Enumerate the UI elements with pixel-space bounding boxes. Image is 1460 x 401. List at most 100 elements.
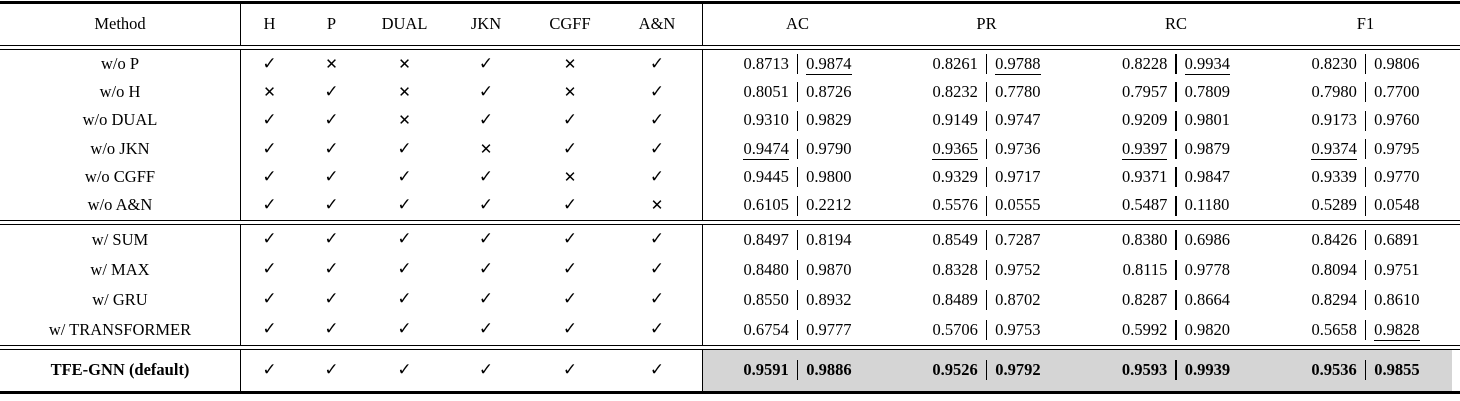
- flag-cell: ✕: [365, 107, 444, 135]
- metric-cell: 0.8287 0.8664: [1081, 285, 1271, 315]
- metric-number: 0.8702: [995, 289, 1041, 309]
- metric-cell: 0.9371 0.9847: [1081, 163, 1271, 191]
- metric-value: 0.5289: [1300, 197, 1356, 214]
- metric-value: 0.9397: [1110, 138, 1168, 160]
- metric-cell: 0.9593 0.9939: [1081, 349, 1271, 391]
- metric-number: 0.9736: [995, 138, 1041, 158]
- check-icon: ✓: [262, 359, 277, 380]
- metric-value: 0.8426: [1300, 231, 1356, 249]
- pair-divider: [1175, 82, 1177, 103]
- pair-divider: [985, 360, 988, 381]
- check-icon: ✓: [262, 110, 277, 131]
- flag-cell: ✕: [444, 135, 528, 163]
- flag-cell: ✓: [444, 285, 528, 315]
- pair-divider: [796, 229, 799, 250]
- metric-number: 0.9874: [806, 53, 852, 75]
- flag-cell: ✓: [528, 107, 612, 135]
- check-icon: ✓: [649, 229, 665, 250]
- metric-number: 0.9753: [995, 319, 1041, 339]
- metric-number: 0.8230: [1311, 53, 1357, 73]
- metric-cell: 0.5289 0.0548: [1271, 191, 1460, 219]
- metric-number: 0.8094: [1311, 259, 1357, 279]
- section-default-model: TFE-GNN (default) ✓ ✓ ✓ ✓ ✓ ✓ 0.9591 0.9886 0.952…: [0, 349, 1460, 391]
- col-header-ac: AC: [702, 4, 892, 45]
- metric-value: 0.9747: [995, 112, 1052, 129]
- metric-value: 0.9777: [806, 321, 863, 339]
- section-separator-rule-1: [0, 219, 1460, 225]
- pair-divider: [985, 259, 988, 280]
- metric-number: 0.8115: [1122, 259, 1168, 279]
- metric-value: 0.2212: [806, 197, 863, 214]
- metric-value: 0.8480: [732, 261, 788, 279]
- metric-value: 0.5576: [921, 197, 977, 214]
- metric-number: 0.7780: [995, 82, 1041, 102]
- metric-cell: 0.8294 0.8610: [1271, 285, 1460, 315]
- check-icon: ✓: [324, 81, 339, 102]
- metric-number: 0.9879: [1184, 138, 1231, 158]
- flag-cell: ✓: [528, 135, 612, 163]
- metric-cell: 0.9474 0.9790: [702, 134, 892, 164]
- metric-number: 0.7957: [1121, 82, 1168, 102]
- flag-cell: ✓: [444, 255, 528, 285]
- metric-number: 0.9591: [743, 360, 789, 380]
- pair-divider: [985, 289, 988, 310]
- metric-number: 0.6754: [743, 319, 789, 339]
- check-icon: ✓: [478, 229, 494, 250]
- metric-value: 0.9329: [921, 168, 977, 186]
- pair-divider: [1364, 54, 1367, 75]
- metric-value: 0.9806: [1374, 55, 1431, 73]
- check-icon: ✓: [324, 110, 339, 131]
- check-icon: ✓: [649, 81, 665, 102]
- flag-cell: ✓: [528, 315, 612, 345]
- metric-value: 0.5992: [1110, 321, 1167, 339]
- metric-number: 0.9593: [1121, 360, 1168, 380]
- metric-value: 0.0548: [1374, 197, 1431, 214]
- metric-value: 0.9795: [1374, 140, 1431, 158]
- pair-divider: [796, 139, 799, 160]
- flag-cell: ✓: [612, 350, 702, 391]
- metric-value: 0.9310: [732, 112, 788, 129]
- metric-number: 0.9788: [995, 53, 1041, 75]
- metric-value: 0.9593: [1110, 360, 1168, 380]
- check-icon: ✓: [562, 259, 578, 280]
- check-icon: ✓: [649, 166, 665, 187]
- flag-cell: ✕: [240, 78, 298, 107]
- flag-cell: ✓: [298, 315, 365, 345]
- col-header-rc: RC: [1164, 14, 1187, 34]
- metric-number: 0.9445: [743, 167, 789, 187]
- pair-divider: [796, 319, 799, 340]
- check-icon: ✓: [262, 289, 277, 310]
- pair-divider: [985, 167, 988, 188]
- pair-divider: [985, 229, 988, 250]
- metric-value: 0.9753: [995, 319, 1052, 339]
- flag-cell: ✓: [240, 106, 298, 135]
- pair-divider: [985, 139, 988, 160]
- flag-cell: ✓: [444, 315, 528, 345]
- metric-value: 0.8261: [921, 55, 977, 73]
- metric-value: 0.9788: [995, 53, 1052, 75]
- method-cell: w/o DUAL: [82, 110, 158, 130]
- metric-number: 0.9752: [995, 259, 1041, 279]
- flag-cell: ✓: [528, 255, 612, 285]
- flag-cell: ✓: [240, 50, 298, 79]
- check-icon: ✓: [649, 319, 665, 340]
- check-icon: ✓: [562, 138, 578, 159]
- flag-cell: ✓: [612, 225, 702, 255]
- metric-value: 0.9339: [1300, 168, 1356, 186]
- flag-cell: ✓: [612, 78, 702, 106]
- metric-number: 0.8726: [806, 82, 852, 102]
- flag-cell: ✓: [298, 350, 365, 391]
- metric-number: 0.8194: [806, 229, 852, 249]
- check-icon: ✓: [262, 195, 277, 216]
- check-icon: ✓: [262, 259, 277, 280]
- metric-number: 0.9760: [1374, 110, 1420, 130]
- flag-cell: ✓: [528, 350, 612, 391]
- metric-value: 0.9886: [806, 361, 863, 379]
- metric-value: 0.9828: [1374, 319, 1431, 341]
- flag-cell: ✓: [240, 349, 298, 391]
- metric-value: 0.9770: [1374, 168, 1431, 186]
- flag-cell: ✓: [240, 314, 298, 345]
- flag-cell: ✓: [612, 50, 702, 78]
- method-cell: w/ MAX: [90, 259, 150, 279]
- metric-cell: 0.9149 0.9747: [892, 107, 1081, 135]
